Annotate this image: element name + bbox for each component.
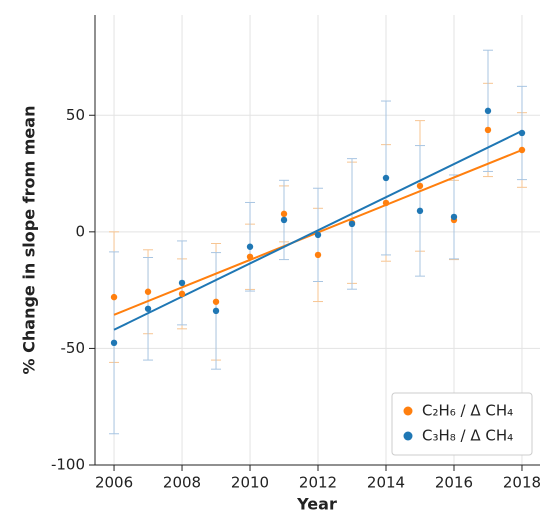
point [416,182,424,190]
point [110,339,118,347]
x-tick-label: 2014 [367,474,405,492]
y-axis-label: % Change in slope from mean [20,106,39,375]
y-tick-label: 0 [75,222,85,240]
point [212,298,220,305]
point [518,129,526,137]
point [246,253,254,260]
point [212,307,220,315]
point [518,146,526,154]
x-tick-label: 2010 [231,474,269,492]
x-tick-label: 2018 [503,474,541,492]
point [382,199,390,207]
legend-label: C₃H₈ / Δ CH₄ [422,427,513,445]
x-tick-label: 2008 [163,474,201,492]
x-tick-label: 2016 [435,474,473,492]
y-tick-label: 50 [66,106,85,124]
point [348,220,356,228]
point [314,251,322,259]
point [314,231,322,239]
point [178,279,186,287]
point [178,290,186,298]
y-tick-label: -50 [61,339,86,357]
point [484,107,492,115]
point [144,288,152,295]
legend-marker [403,406,413,416]
point [484,126,492,134]
legend-marker [403,431,413,441]
x-tick-label: 2012 [299,474,337,492]
point [280,210,288,218]
legend-label: C₂H₆ / Δ CH₄ [422,402,513,420]
x-tick-label: 2006 [95,474,133,492]
point [144,305,152,312]
point [450,213,458,221]
point [416,207,424,215]
point [246,243,254,250]
point [280,216,288,224]
legend-box [391,392,533,456]
point [382,174,390,182]
y-tick-label: -100 [51,456,85,474]
x-axis-label: Year [296,495,337,514]
point [110,293,118,301]
